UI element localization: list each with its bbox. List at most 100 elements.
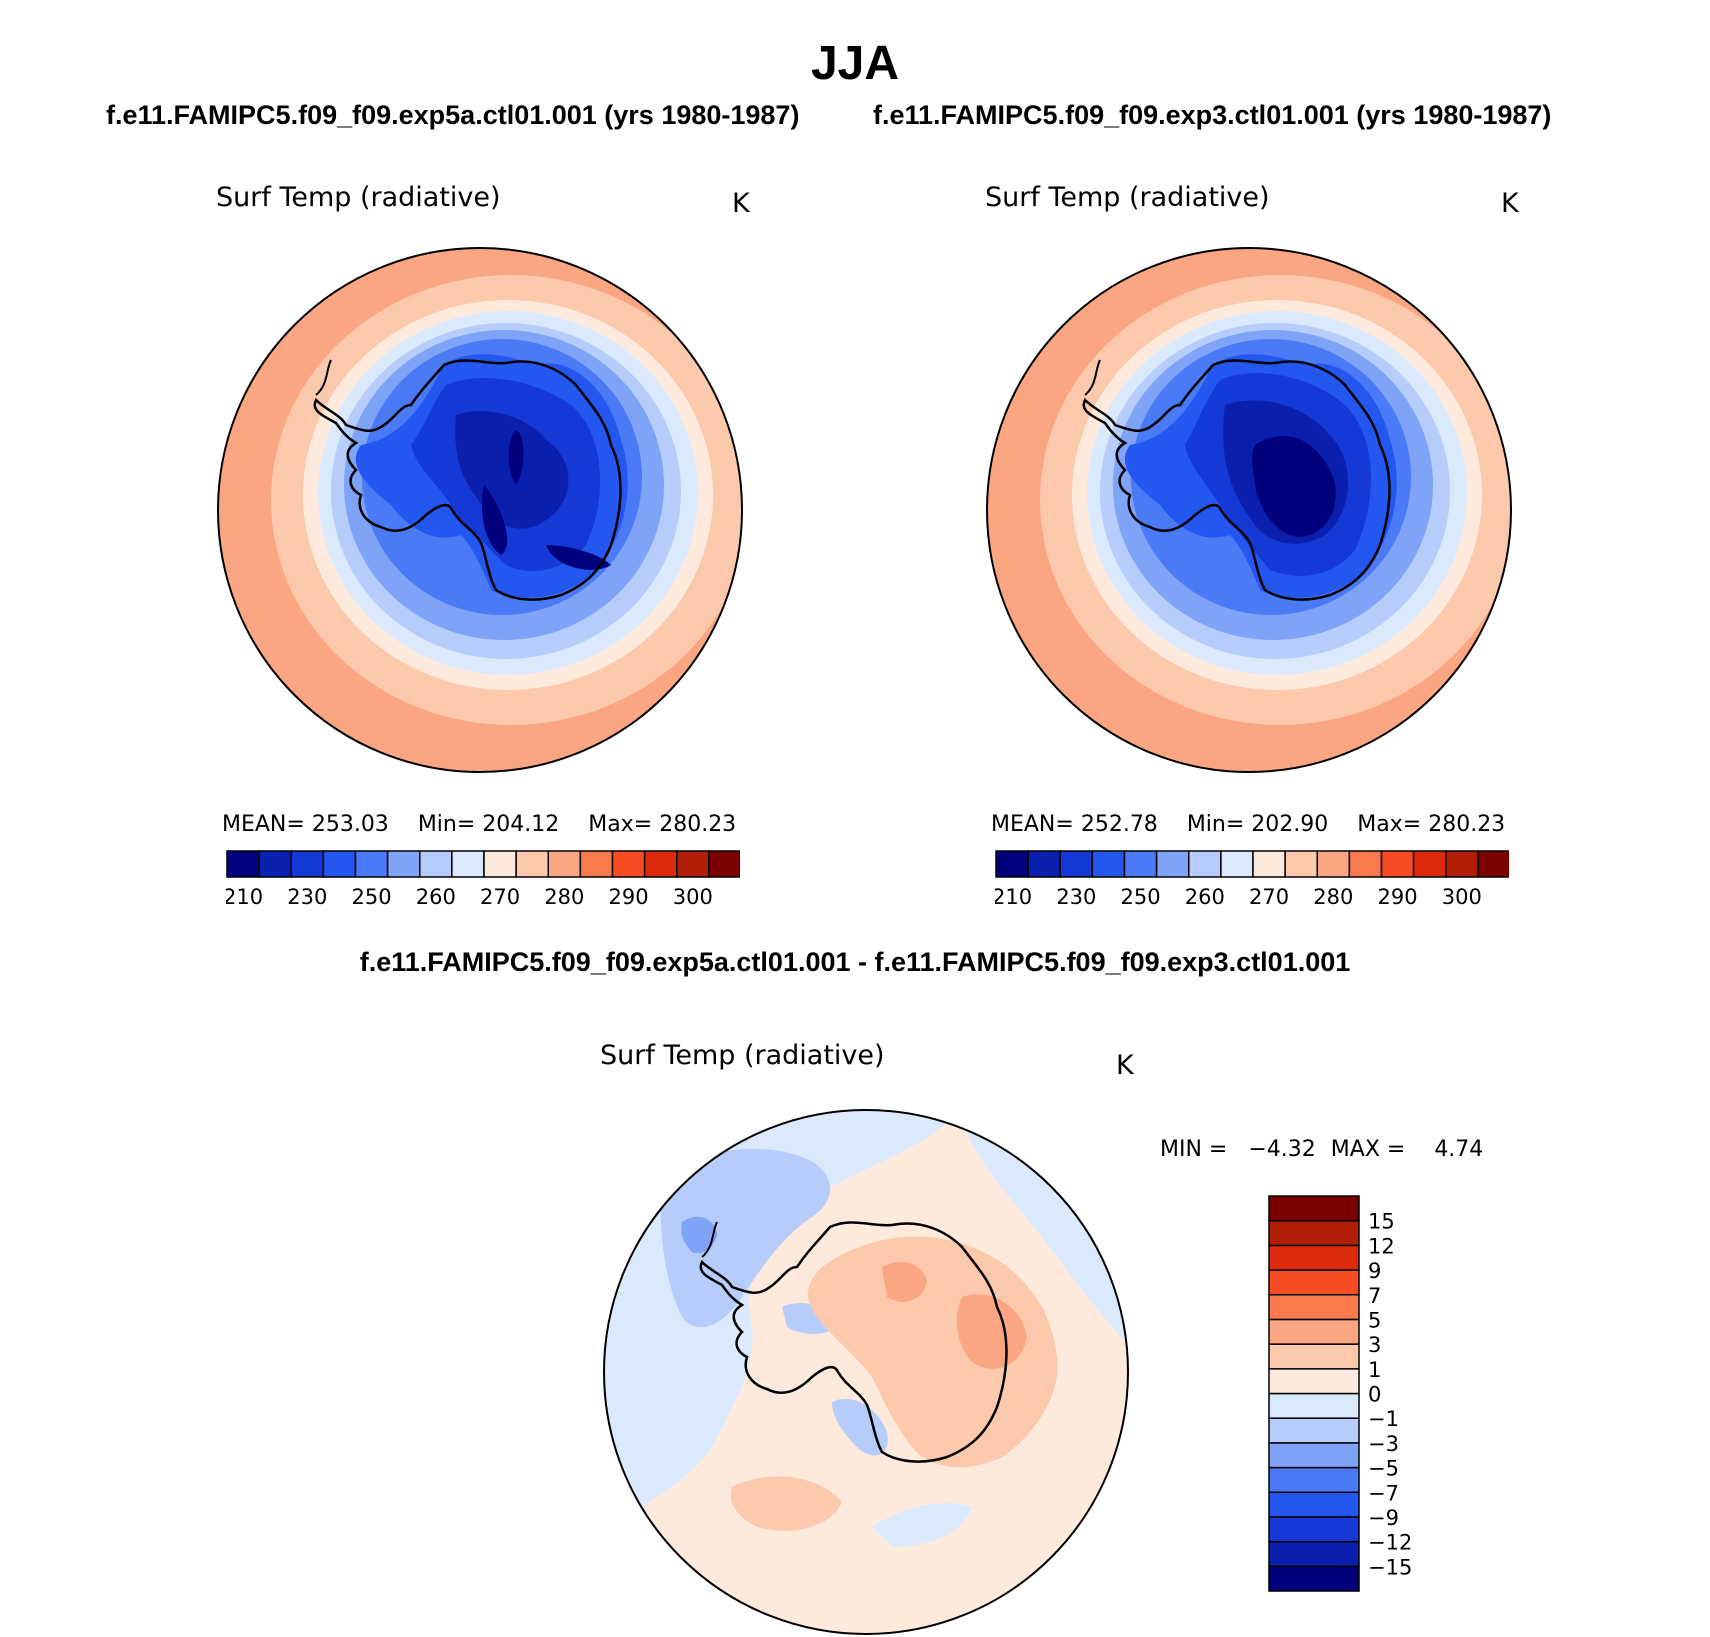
colorbar-swatch [1091,850,1126,878]
min-value: 202.90 [1251,812,1329,837]
colorbar-swatch [708,850,740,878]
case-a-title: f.e11.FAMIPC5.f09_f09.exp5a.ctl01.001 (y… [106,100,800,130]
colorbar-tick-label: −1 [1368,1407,1399,1431]
diff-stats: MIN = −4.32 MAX = 4.74 [1160,1137,1483,1162]
colorbar-swatch [322,850,357,878]
colorbar-swatch [1268,1540,1360,1568]
min-label: MIN = [1160,1137,1228,1162]
colorbar-swatch [1268,1516,1360,1543]
colorbar-swatch [515,850,549,878]
colorbar-swatch [1268,1392,1360,1419]
page-title: JJA [810,37,900,90]
max-value: 280.23 [659,812,737,837]
diff-map [603,1109,1129,1635]
colorbar-swatch [1477,850,1509,878]
max-value: 4.74 [1434,1137,1484,1162]
colorbar-tick-label: 210 [995,885,1032,909]
colorbar-swatch [579,850,614,878]
colorbar-swatch [1268,1343,1360,1370]
colorbar-swatch [1268,1219,1360,1247]
colorbar-tick-label: −7 [1368,1481,1399,1505]
colorbar-tick-label: 230 [1056,885,1096,909]
mean-value: 252.78 [1080,812,1158,837]
colorbar-swatch [1268,1466,1360,1493]
mean-value: 253.03 [311,812,389,837]
colorbar-tick-label: 7 [1368,1284,1381,1308]
colorbar-swatch [995,850,1029,878]
panel-b-units: K [1501,188,1519,219]
colorbar-tick-label: 280 [1313,885,1353,909]
colorbar-swatch [1268,1294,1360,1321]
colorbar-tick-label: 15 [1368,1210,1395,1234]
colorbar-tick-label: 0 [1368,1383,1381,1407]
colorbar-swatch [1284,850,1318,878]
colorbar-swatch [226,850,260,878]
panel-a-colorbar: 210 230 250 260 270 280 290 300 [226,850,740,909]
colorbar-swatch [1059,850,1094,878]
colorbar-swatch [1027,850,1061,878]
colorbar-swatch [386,850,421,878]
colorbar-swatch [1268,1368,1360,1395]
colorbar-swatch [1380,850,1415,878]
case-b-title: f.e11.FAMIPC5.f09_f09.exp3.ctl01.001 (yr… [873,100,1552,130]
colorbar-swatch [1348,850,1383,878]
colorbar-tick-label: −15 [1368,1555,1412,1579]
colorbar-swatch [1123,850,1158,878]
colorbar-swatch [1268,1491,1360,1518]
colorbar-tick-label: 290 [1378,885,1418,909]
colorbar-tick-label: 300 [1442,885,1482,909]
colorbar-tick-label: 270 [1249,885,1289,909]
colorbar-tick-label: 210 [226,885,263,909]
colorbar-swatch [1445,850,1479,878]
colorbar-swatch [676,850,710,878]
diff-title: f.e11.FAMIPC5.f09_f09.exp5a.ctl01.001 - … [359,947,1351,977]
colorbar-tick-label: 230 [287,885,327,909]
colorbar-tick-label: 270 [480,885,520,909]
colorbar-swatch [419,850,453,878]
max-label: Max= [588,812,653,837]
colorbar-swatch [1252,850,1286,878]
colorbar-swatch [1412,850,1447,878]
colorbar-tick-label: 12 [1368,1234,1395,1258]
panel-b-map [986,247,1512,773]
colorbar-tick-label: 300 [673,885,713,909]
panel-b-stats: MEAN= 252.78 Min= 202.90 Max= 280.23 [991,812,1505,837]
panel-b-colorbar: 210 230 250 260 270 280 290 300 [995,850,1509,909]
colorbar-swatch [1268,1244,1360,1271]
colorbar-swatch [1188,850,1222,878]
colorbar-tick-label: −5 [1368,1457,1399,1481]
max-label: MAX = [1330,1137,1406,1162]
colorbar-swatch [1155,850,1190,878]
colorbar-swatch [1268,1417,1360,1444]
colorbar-swatch [1268,1318,1360,1345]
colorbar-tick-label: 250 [352,885,392,909]
colorbar-swatch [611,850,646,878]
min-label: Min= [1186,812,1245,837]
max-label: Max= [1357,812,1422,837]
colorbar-swatch [1268,1195,1360,1222]
panel-a-map [217,247,743,773]
colorbar-swatch [451,850,485,878]
panel-a-stats: MEAN= 253.03 Min= 204.12 Max= 280.23 [222,812,736,837]
colorbar-tick-label: 280 [544,885,584,909]
diff-variable-label: Surf Temp (radiative) [600,1040,885,1071]
mean-label: MEAN= [222,812,305,837]
colorbar-tick-label: 9 [1368,1259,1381,1283]
min-value: −4.32 [1248,1137,1316,1162]
mean-label: MEAN= [991,812,1074,837]
colorbar-tick-label: −3 [1368,1432,1399,1456]
min-label: Min= [417,812,476,837]
colorbar-swatch [1268,1269,1360,1296]
diff-units: K [1116,1050,1134,1081]
colorbar-tick-label: 260 [1185,885,1225,909]
min-value: 204.12 [482,812,560,837]
colorbar-swatch [547,850,582,878]
colorbar-swatch [1316,850,1351,878]
colorbar-tick-label: 5 [1368,1308,1381,1332]
colorbar-tick-label: 290 [609,885,649,909]
colorbar-tick-label: 260 [416,885,456,909]
colorbar-swatch [290,850,325,878]
max-value: 280.23 [1428,812,1506,837]
colorbar-swatch [1268,1565,1360,1592]
